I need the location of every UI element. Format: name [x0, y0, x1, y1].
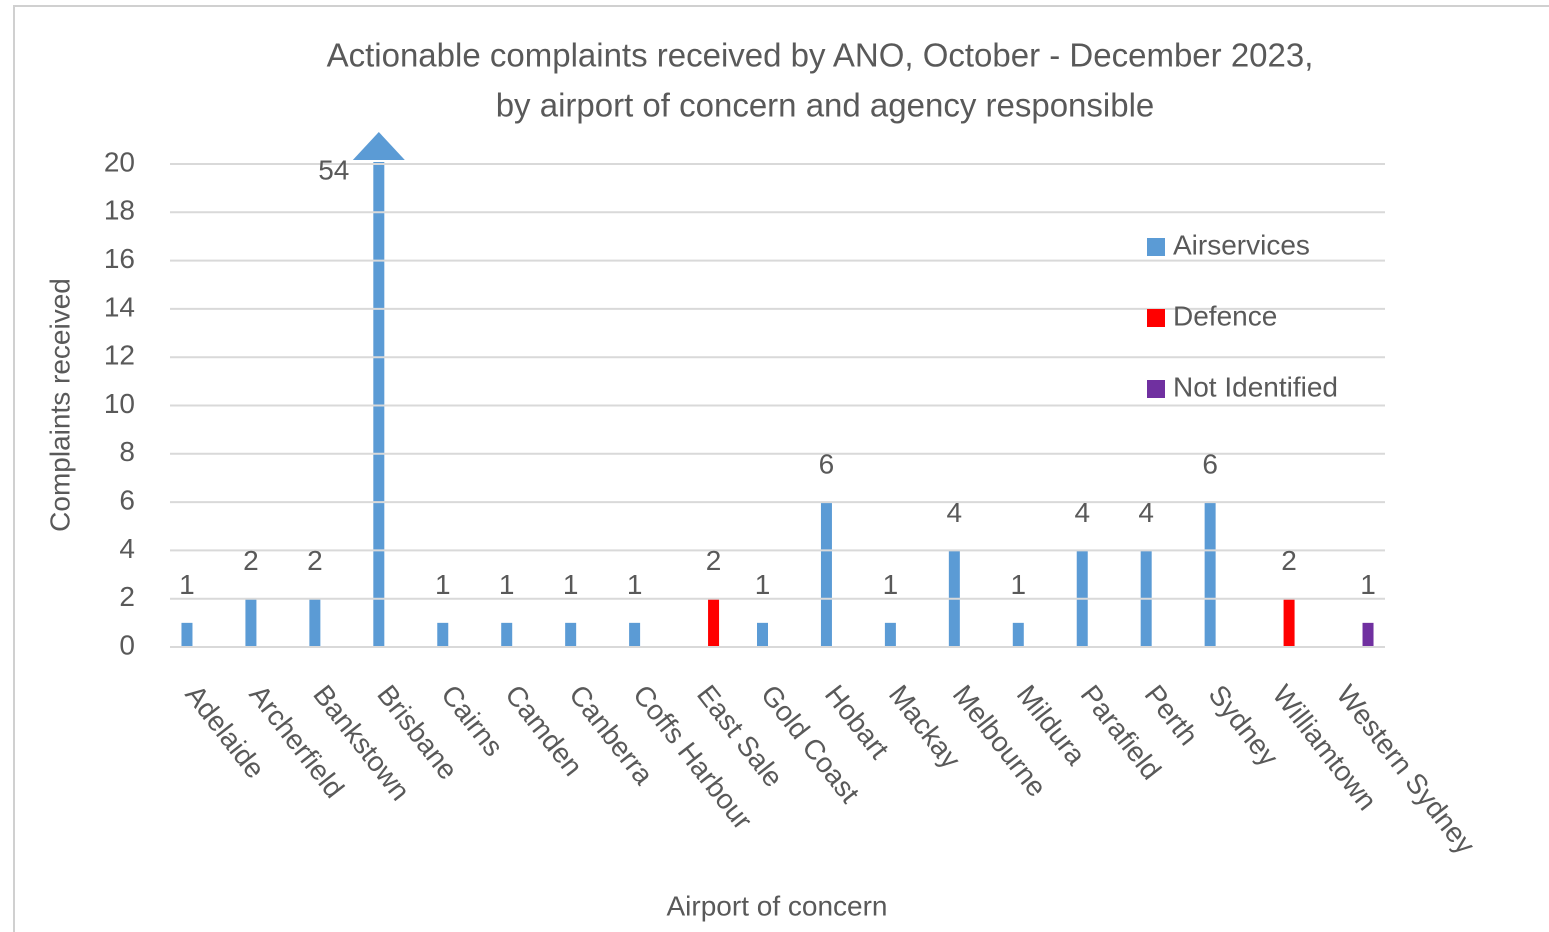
bar [1012, 622, 1024, 647]
y-tick-label: 20 [104, 146, 135, 177]
y-tick-label: 2 [119, 581, 135, 612]
y-tick-label: 8 [119, 436, 135, 467]
data-label: 2 [1281, 545, 1297, 576]
legend-label: Defence [1173, 300, 1277, 331]
bar [1283, 598, 1295, 647]
y-tick-label: 4 [119, 533, 135, 564]
data-label: 1 [627, 569, 643, 600]
data-label: 1 [883, 569, 899, 600]
data-label: 4 [1074, 497, 1090, 528]
bar [757, 622, 768, 647]
legend-label: Not Identified [1173, 371, 1338, 402]
y-tick-label: 0 [119, 629, 135, 660]
chart-border [13, 5, 1549, 932]
data-label: 1 [1360, 569, 1376, 600]
bar [629, 622, 641, 647]
y-tick-label: 18 [104, 195, 135, 226]
y-tick-label: 12 [104, 340, 135, 371]
bar [820, 502, 832, 647]
bar [1362, 622, 1374, 647]
legend-label: Airservices [1173, 229, 1310, 260]
bar [245, 598, 257, 647]
y-tick-label: 6 [119, 484, 135, 515]
bar [884, 622, 896, 647]
bar [501, 622, 513, 647]
y-axis-label: Complaints received [44, 278, 75, 532]
bar [708, 598, 720, 647]
data-label: 4 [1138, 497, 1154, 528]
y-tick-label: 10 [104, 388, 135, 419]
data-label: 54 [318, 154, 349, 185]
data-label: 2 [706, 545, 722, 576]
data-label: 1 [179, 569, 195, 600]
legend-swatch [1147, 380, 1165, 398]
bar [1204, 502, 1216, 647]
chart-title: Actionable complaints received by ANO, O… [327, 37, 1314, 74]
chart-title: by airport of concern and agency respons… [496, 87, 1155, 124]
bar [565, 622, 577, 647]
bar [309, 598, 321, 647]
data-label: 1 [1011, 569, 1027, 600]
bar [181, 622, 193, 647]
legend-swatch [1147, 309, 1165, 327]
data-label: 6 [819, 448, 835, 479]
data-label: 4 [947, 497, 963, 528]
data-label: 1 [499, 569, 515, 600]
y-tick-label: 14 [104, 291, 135, 322]
data-label: 1 [563, 569, 579, 600]
legend-swatch [1147, 238, 1165, 256]
data-label: 1 [755, 569, 771, 600]
x-tick-label: Perth [1139, 679, 1205, 751]
data-label: 6 [1202, 448, 1218, 479]
y-tick-label: 16 [104, 243, 135, 274]
data-label: 1 [435, 569, 451, 600]
data-label: 2 [243, 545, 259, 576]
x-axis-label: Airport of concern [667, 890, 888, 921]
bar [437, 622, 449, 647]
data-label: 2 [307, 545, 323, 576]
overflow-arrow [352, 132, 405, 160]
